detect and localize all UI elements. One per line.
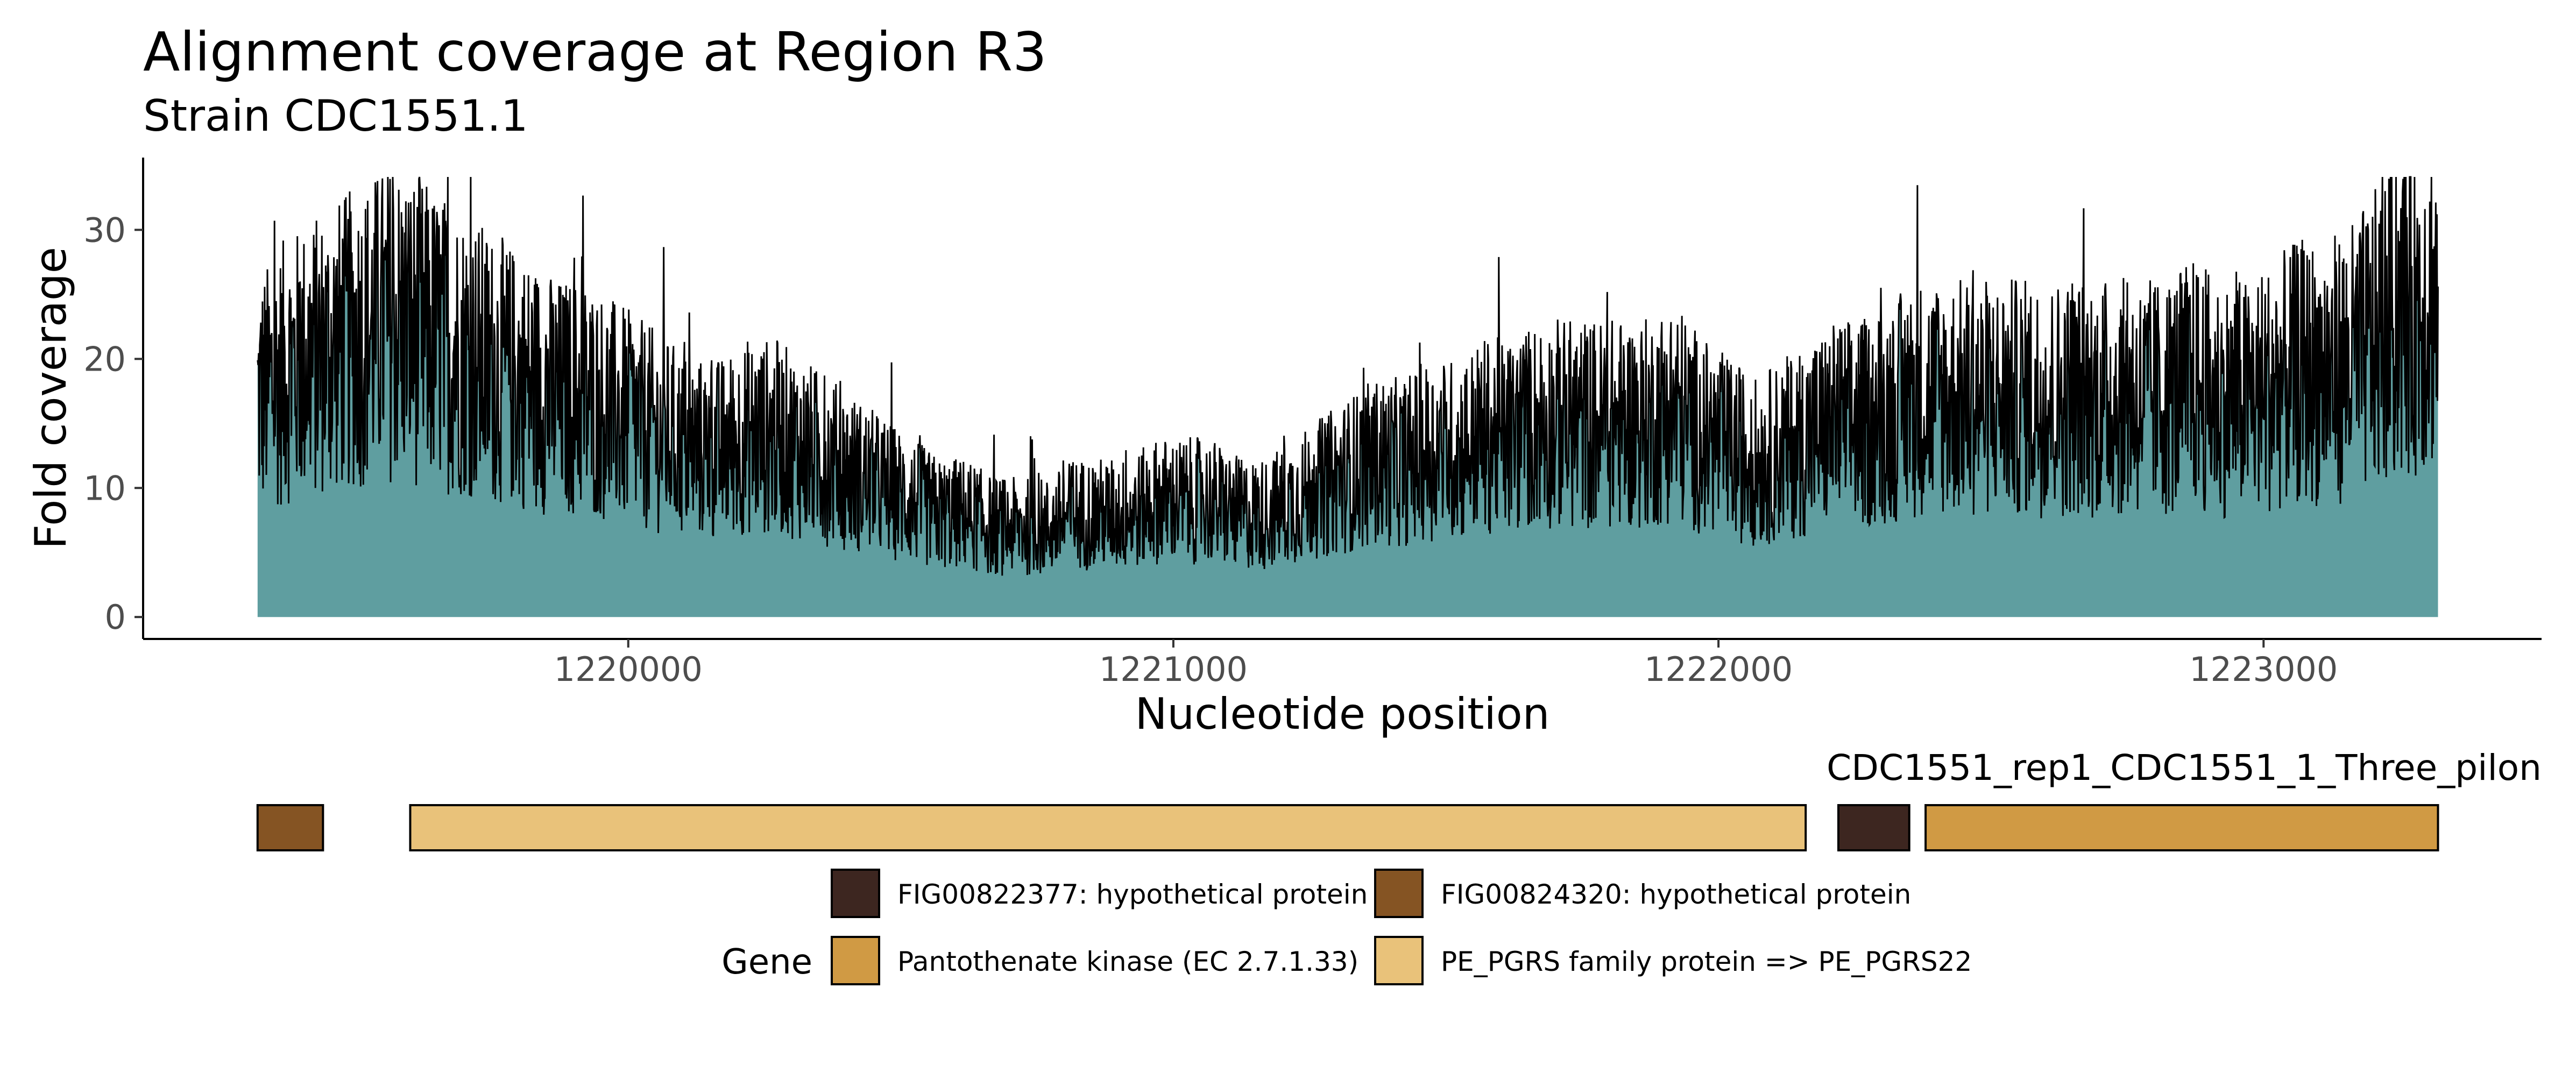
legend-swatch — [831, 869, 880, 918]
y-tick-label: 30 — [83, 210, 126, 250]
coverage-area — [257, 177, 2438, 617]
gene-track — [256, 804, 2439, 851]
legend-swatch — [1374, 869, 1424, 918]
y-axis-ticks: 0 10 20 30 — [83, 210, 143, 637]
gene-block — [1924, 804, 2439, 851]
gene-track-label: CDC1551_rep1_CDC1551_1_Three_pilon — [1827, 747, 2542, 788]
chart-title: Alignment coverage at Region R3 — [143, 20, 1047, 83]
legend-item-label: FIG00824320: hypothetical protein — [1441, 879, 1911, 910]
legend-swatch — [831, 936, 880, 985]
legend-item-label: FIG00822377: hypothetical protein — [897, 879, 1368, 910]
chart-subtitle: Strain CDC1551.1 — [143, 91, 528, 141]
x-axis-ticks: 1220000 1221000 1222000 1223000 — [554, 639, 2338, 689]
y-tick-label: 10 — [83, 468, 126, 508]
gene-legend: Gene FIG00822377: hypothetical protein F… — [721, 869, 1972, 985]
legend-title: Gene — [721, 942, 812, 982]
legend-item-label: Pantothenate kinase (EC 2.7.1.33) — [897, 946, 1358, 977]
x-axis-title: Nucleotide position — [1135, 689, 1550, 739]
y-tick-label: 0 — [105, 598, 126, 637]
gene-block — [409, 804, 1807, 851]
y-axis-title: Fold coverage — [26, 247, 76, 549]
gene-block — [1837, 804, 1910, 851]
legend-item-label: PE_PGRS family protein => PE_PGRS22 — [1441, 946, 1972, 977]
x-tick-label: 1220000 — [554, 650, 703, 689]
x-tick-label: 1223000 — [2189, 650, 2338, 689]
gene-block — [256, 804, 324, 851]
y-tick-label: 20 — [83, 339, 126, 379]
x-tick-label: 1222000 — [1644, 650, 1793, 689]
x-tick-label: 1221000 — [1099, 650, 1248, 689]
legend-swatch — [1374, 936, 1424, 985]
plot-area — [257, 176, 2439, 617]
coverage-line — [257, 176, 2439, 576]
